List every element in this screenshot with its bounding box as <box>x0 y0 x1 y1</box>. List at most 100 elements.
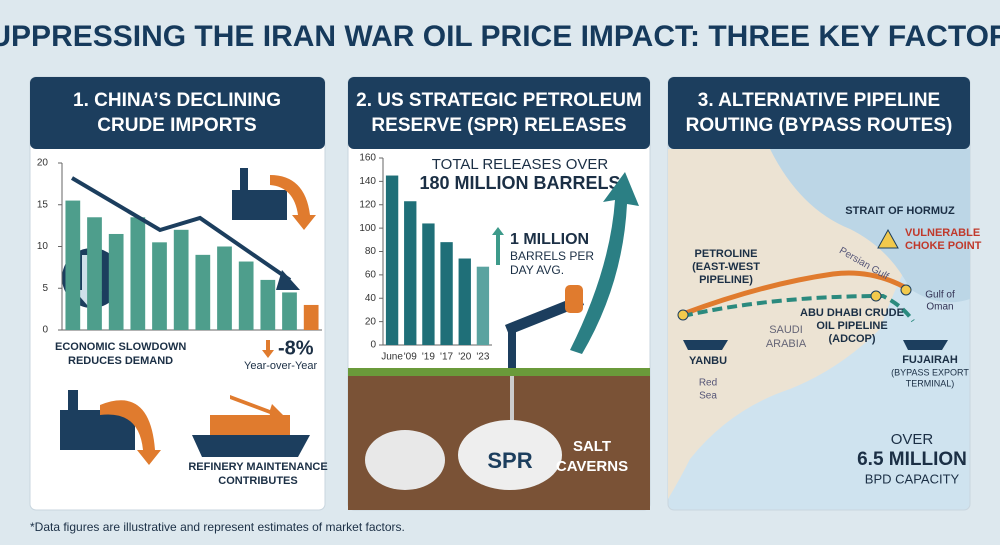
map-point <box>870 290 882 302</box>
annotation: OVER <box>891 431 934 448</box>
map-label: Gulf of <box>925 290 955 301</box>
map-label: Red <box>699 378 717 389</box>
map-label: (BYPASS EXPORT <box>891 367 969 377</box>
y-tick-label: 60 <box>365 270 377 281</box>
arrow-icon <box>270 175 316 230</box>
bar <box>87 217 102 330</box>
bar <box>260 279 276 330</box>
panel-header <box>348 77 650 149</box>
map-label: YANBU <box>689 355 727 367</box>
x-tick-label: '23 <box>476 352 489 363</box>
map-label: OIL PIPELINE <box>816 320 887 332</box>
charts: 0 5 10 15 20 0 20 40 60 80 100 120 140 160 June '09 '19 '… <box>37 153 492 363</box>
y-tick-label: 15 <box>37 199 49 210</box>
ship-icon <box>192 435 310 457</box>
annotation: SALT <box>573 438 611 455</box>
map-label: SAUDI <box>769 324 803 336</box>
cavern <box>458 420 562 490</box>
bar <box>303 304 319 330</box>
bar <box>195 254 211 330</box>
map-label: (ADCOP) <box>828 333 875 345</box>
map-label: ABU DHABI CRUDE <box>800 307 904 319</box>
bar <box>440 242 453 345</box>
annotation: 180 MILLION BARRELS <box>419 173 620 193</box>
y-tick-label: 100 <box>359 223 376 234</box>
map-label: Oman <box>926 302 953 313</box>
y-tick-label: 160 <box>359 153 376 164</box>
factory-icon <box>232 190 287 220</box>
annotation: REDUCES DEMAND <box>68 355 173 367</box>
bar <box>458 258 471 345</box>
ship-icon <box>903 340 948 350</box>
annotation: -8% <box>278 337 314 359</box>
annotation: DAY AVG. <box>510 263 564 277</box>
y-tick-label: 10 <box>37 241 49 252</box>
y-tick-label: 0 <box>370 340 376 351</box>
map-label: Sea <box>699 391 717 402</box>
panel-title: RESERVE (SPR) RELEASES <box>371 115 626 136</box>
bar <box>385 175 399 345</box>
y-tick-label: 140 <box>359 176 376 187</box>
bar <box>282 292 297 330</box>
annotation: BPD CAPACITY <box>865 471 960 486</box>
panel-title: 1. CHINA’S DECLINING <box>73 90 281 111</box>
panel-title: 2. US STRATEGIC PETROLEUM <box>356 90 642 111</box>
y-tick-label: 120 <box>359 199 376 210</box>
annotation: 6.5 MILLION <box>857 449 967 470</box>
map-label: ARABIA <box>766 338 807 350</box>
bar <box>65 200 81 330</box>
annotation: SPR <box>487 448 532 473</box>
map-point <box>677 309 689 321</box>
pump-icon <box>565 285 583 313</box>
bar <box>152 242 167 330</box>
bar <box>217 246 232 330</box>
trend-arrow <box>70 176 292 282</box>
map-label: VULNERABLE <box>905 227 980 239</box>
panel-header <box>30 77 325 149</box>
pipeline-route <box>682 293 915 323</box>
panel-title: ROUTING (BYPASS ROUTES) <box>686 115 953 136</box>
x-tick-label: '17 <box>440 352 453 363</box>
cavern <box>365 430 445 490</box>
annotation: 1 MILLION <box>510 231 589 248</box>
y-tick-label: 20 <box>365 316 377 327</box>
pipe <box>510 376 514 436</box>
bar <box>108 233 124 330</box>
x-tick-label: '19 <box>422 352 435 363</box>
arrow-icon <box>492 227 504 265</box>
annotation: BARRELS PER <box>510 249 594 263</box>
map-label: CHOKE POINT <box>905 240 982 252</box>
ship-icon <box>210 415 290 435</box>
arrow-icon <box>100 400 161 465</box>
x-tick-label: June <box>381 352 403 363</box>
map-label: (EAST-WEST <box>692 261 760 273</box>
trend-arrow <box>276 270 300 290</box>
ship-icon <box>683 340 728 350</box>
y-tick-label: 0 <box>42 325 48 336</box>
panel-header <box>668 77 970 149</box>
annotation: CAVERNS <box>556 458 628 475</box>
bar <box>173 229 189 330</box>
map-point <box>900 284 912 296</box>
bar <box>476 266 490 345</box>
map-label: PIPELINE) <box>699 274 753 286</box>
arrow-icon <box>262 340 274 358</box>
map-label: STRAIT OF HORMUZ <box>845 205 955 217</box>
panel-title: 3. ALTERNATIVE PIPELINE <box>698 90 940 111</box>
annotation: TOTAL RELEASES OVER <box>432 156 609 173</box>
annotation: CONTRIBUTES <box>218 475 297 487</box>
x-tick-label: '20 <box>458 352 471 363</box>
y-tick-label: 80 <box>365 246 377 257</box>
bar <box>130 217 146 330</box>
arrow-icon <box>570 172 639 354</box>
y-tick-label: 20 <box>37 158 49 169</box>
map-label: PETROLINE <box>695 248 758 260</box>
x-tick-label: '09 <box>404 352 417 363</box>
y-tick-label: 40 <box>365 293 377 304</box>
y-tick-label: 5 <box>42 283 48 294</box>
factory-icon <box>68 390 78 410</box>
bar <box>238 261 254 330</box>
annotation: Year-over-Year <box>244 360 318 372</box>
bar <box>422 223 435 345</box>
